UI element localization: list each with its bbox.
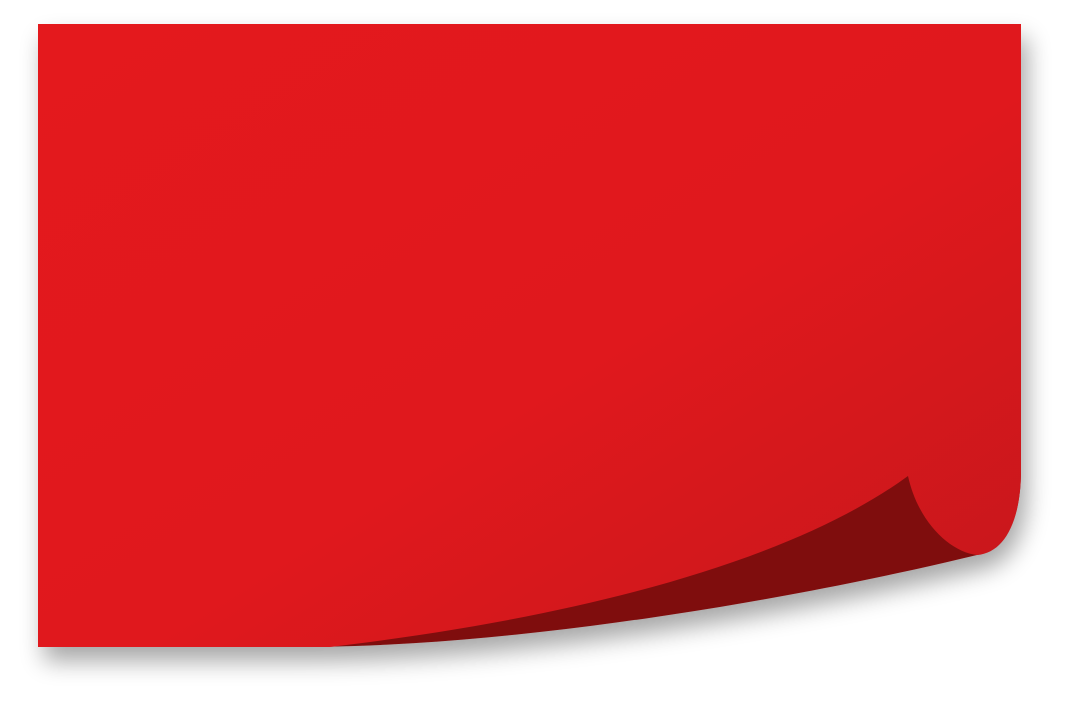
note-front-paper xyxy=(38,24,1021,647)
